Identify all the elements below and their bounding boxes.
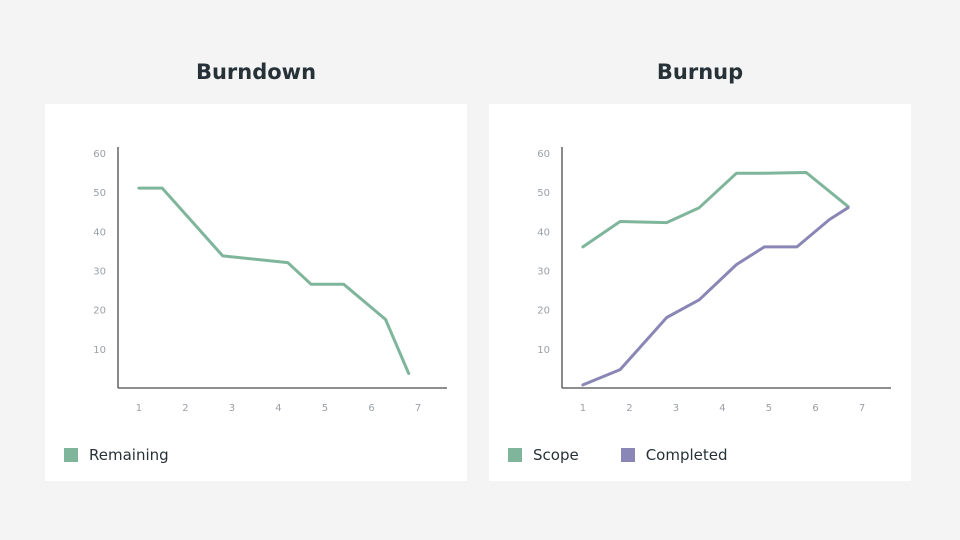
legend-swatch [620,448,635,462]
y-tick-label: 30 [537,266,550,277]
burnup-legend: Scope Completed [508,446,770,464]
x-tick-label: 1 [136,403,142,414]
burnup-title: Burnup [656,60,744,84]
y-tick-label: 50 [537,188,550,199]
legend-swatch [64,448,78,462]
x-tick-label: 7 [415,403,421,414]
x-tick-label: 6 [368,403,374,414]
x-tick-label: 3 [673,403,679,414]
y-tick-label: 40 [537,227,550,238]
series-line-scope [581,171,850,249]
x-tick-label: 5 [322,403,328,414]
y-tick-label: 50 [93,188,106,199]
y-tick-label: 10 [537,345,550,356]
y-tick-label: 60 [93,149,106,160]
series-line-completed [581,206,850,387]
x-tick-label: 7 [859,403,865,414]
series-line-remaining [137,186,411,375]
y-tick-label: 40 [93,227,106,238]
burndown-title: Burndown [195,60,317,84]
legend-item-completed: Completed [620,446,728,464]
x-tick-label: 2 [626,403,632,414]
y-tick-label: 30 [93,266,106,277]
x-tick-label: 4 [719,403,725,414]
legend-label: Completed [645,446,728,464]
y-tick-label: 20 [537,306,550,317]
burndown-chart: 10 20 30 40 50 60 1 2 3 4 5 6 7 [93,147,447,414]
legend-item-scope: Scope [508,446,579,464]
burnup-chart: 10 20 30 40 50 60 1 2 3 4 5 6 7 [537,147,891,414]
legend-label: Scope [533,446,579,464]
burnup-panel: 10 20 30 40 50 60 1 2 3 4 5 6 7 Scope Completed [489,104,911,481]
burndown-legend: Remaining [64,446,211,464]
x-tick-label: 4 [275,403,281,414]
y-tick-label: 10 [93,345,106,356]
x-tick-label: 5 [766,403,772,414]
x-tick-label: 2 [182,403,188,414]
legend-label: Remaining [89,446,169,464]
y-tick-label: 20 [93,306,106,317]
legend-item-remaining: Remaining [64,446,169,464]
x-tick-label: 6 [812,403,818,414]
legend-swatch [508,448,522,462]
y-tick-label: 60 [537,149,550,160]
x-tick-label: 1 [580,403,586,414]
x-tick-label: 3 [229,403,235,414]
burndown-panel: 10 20 30 40 50 60 1 2 3 4 5 6 7 Remaining [45,104,467,481]
